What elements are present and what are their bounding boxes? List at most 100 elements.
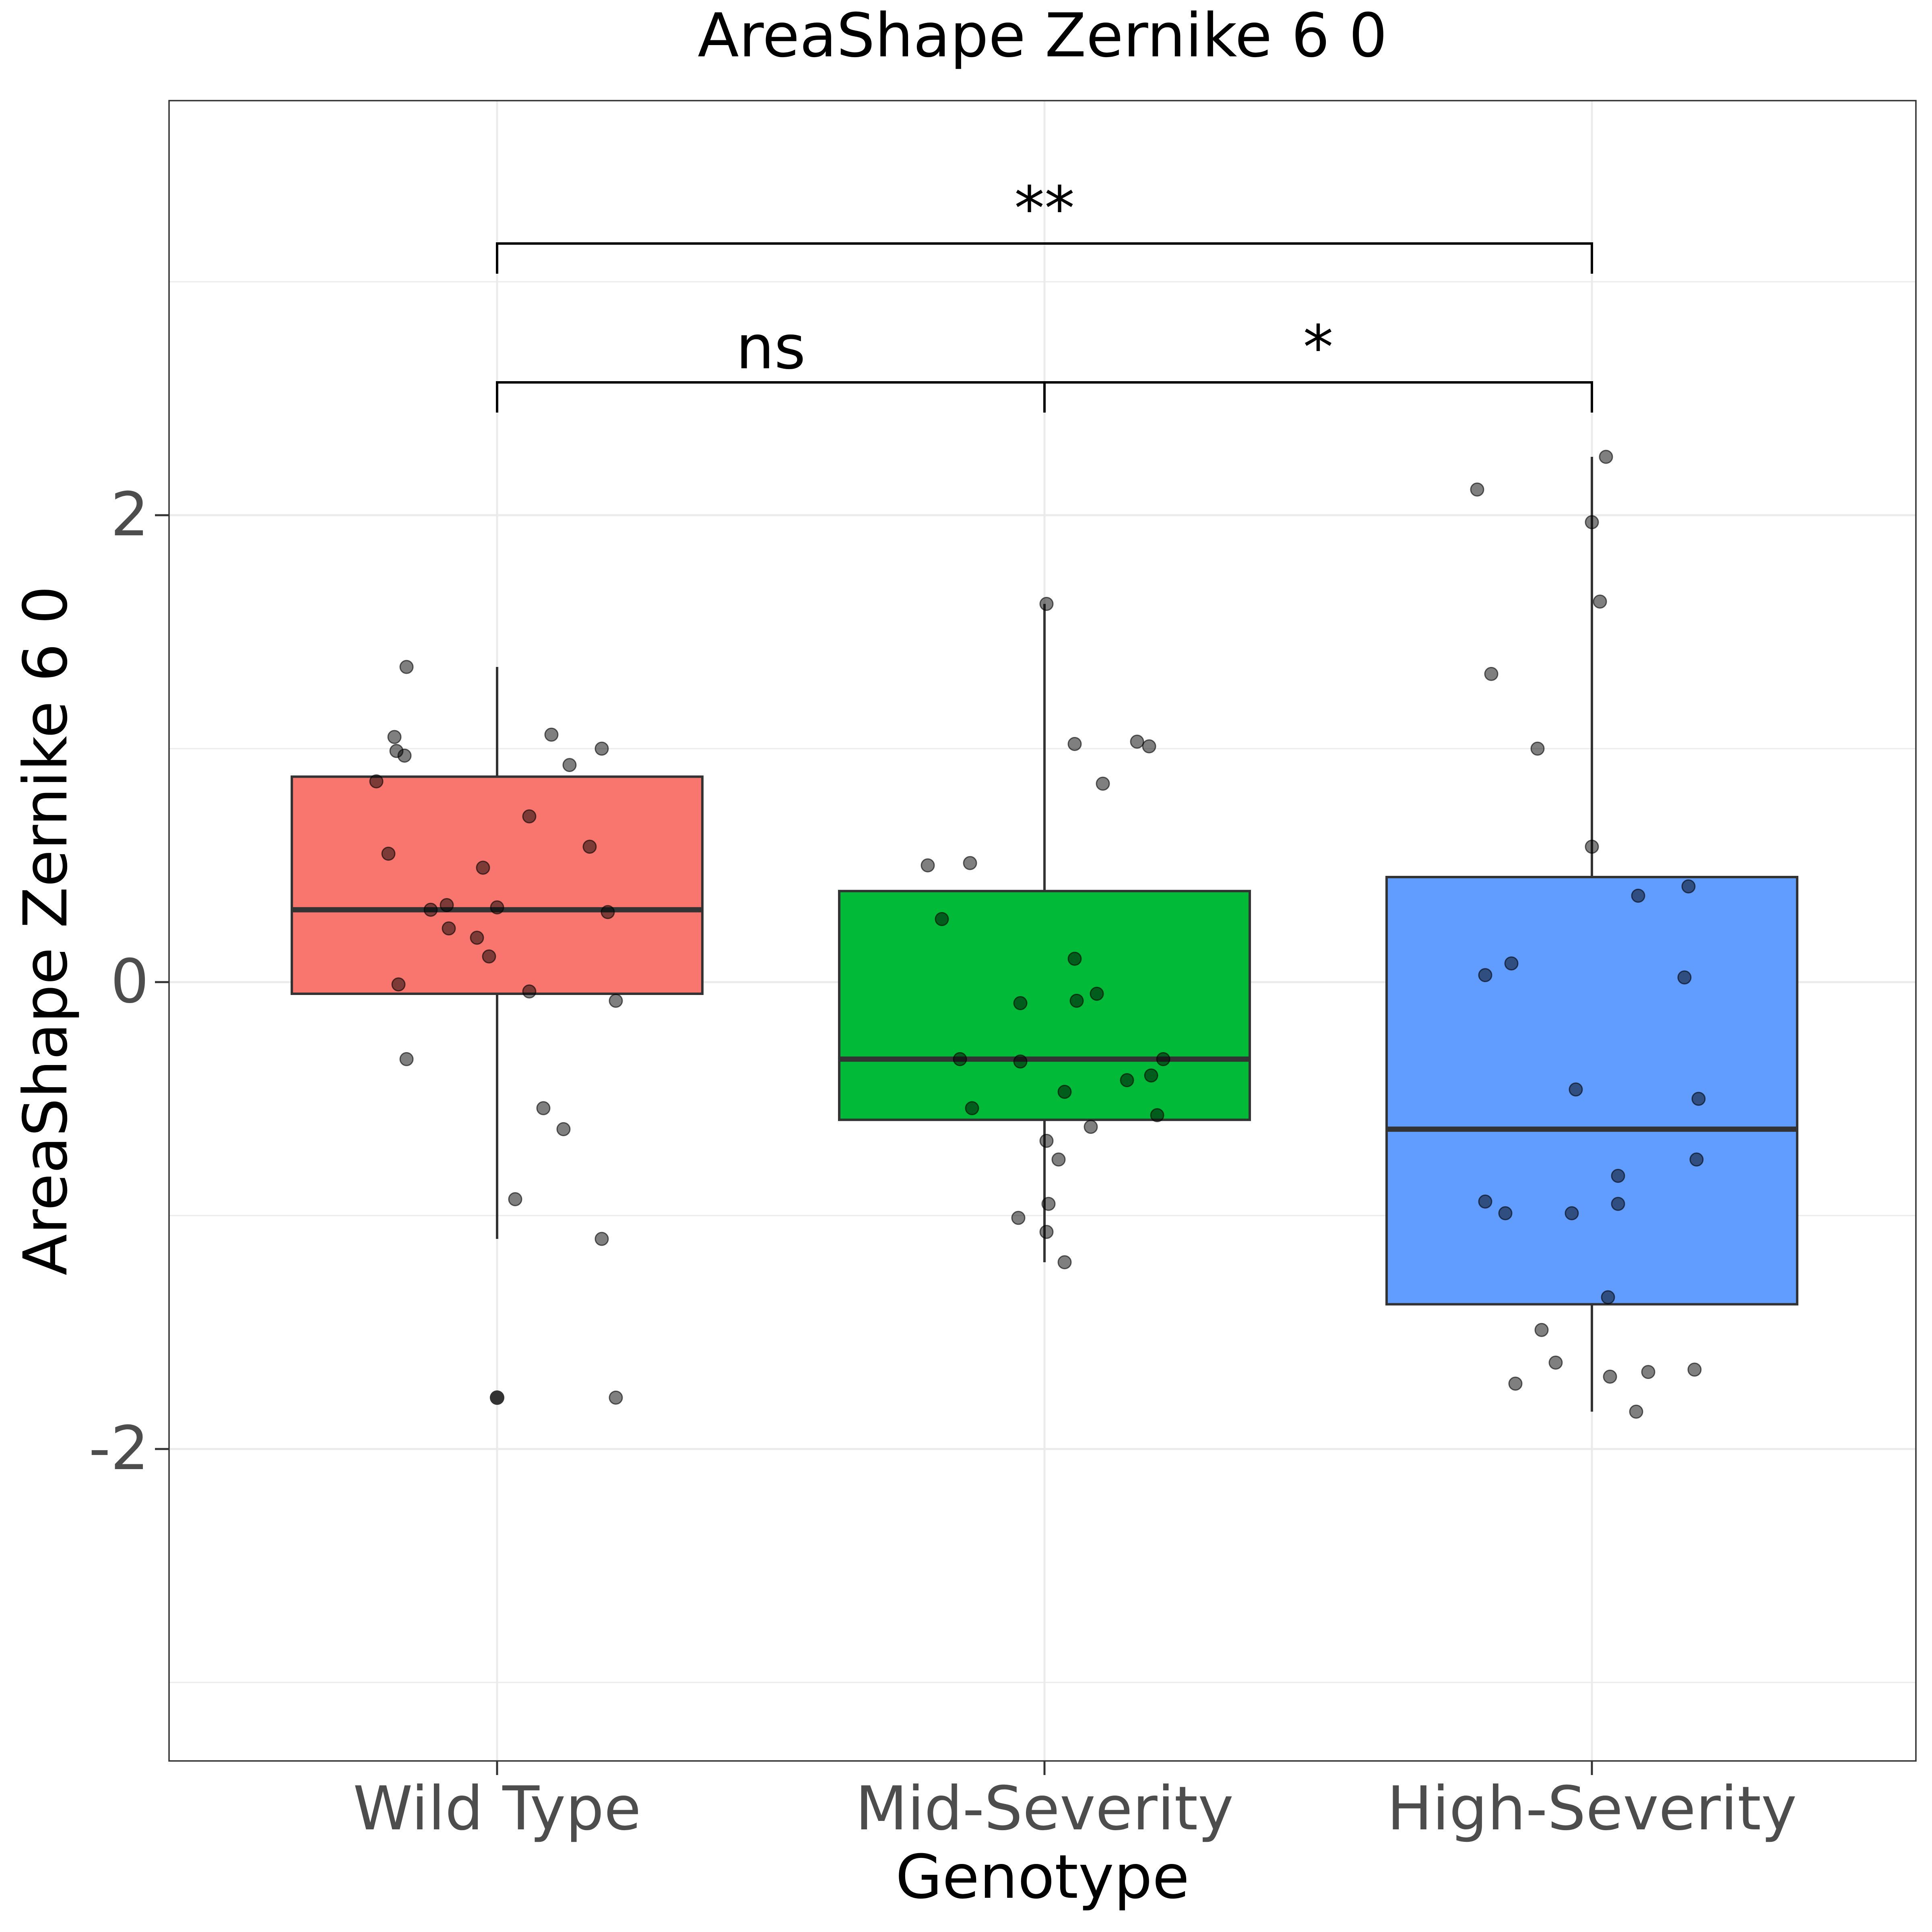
grid-minor [169,281,1916,1683]
data-point [1039,1133,1054,1148]
data-point [1130,735,1144,749]
data-point [369,774,384,788]
data-point [1057,1255,1072,1269]
data-point [1142,739,1156,753]
data-point [1534,1323,1549,1337]
data-point [1144,1068,1158,1083]
data-point [1090,987,1104,1001]
data-point [562,758,577,772]
data-point [399,1052,414,1066]
data-point [1067,737,1082,751]
x-tick-label: Mid-Severity [855,1774,1234,1844]
data-point [423,902,438,917]
data-point [601,905,615,919]
significance-brackets: ns *** [496,174,1593,413]
data-point [1677,970,1692,985]
data-point [1478,968,1492,983]
data-point [1478,1194,1492,1209]
data-point [1067,952,1082,966]
data-point [1601,1290,1615,1305]
data-point [1548,1355,1563,1370]
data-point [1041,1197,1056,1211]
data-point [1156,1052,1170,1066]
data-point [482,949,496,964]
significance-label: * [1303,313,1333,383]
y-axis-label: AreaShape Zernike 6 0 [11,586,81,1275]
data-point [1585,840,1599,854]
box-body [838,890,1251,1121]
data-point [1096,776,1110,791]
data-point [536,1101,551,1115]
data-point [1057,1085,1072,1099]
outlier-point [490,1390,504,1405]
data-point [1150,1108,1164,1123]
data-point [1011,1211,1026,1225]
data-point [1689,1152,1704,1167]
data-point [582,840,597,854]
x-tick-label: Wild Type [353,1774,641,1844]
data-point [544,727,559,742]
y-tick-label: 0 [111,947,149,1017]
data-point [965,1101,979,1115]
data-point [470,931,484,945]
data-point [1599,450,1613,464]
significance-bracket [1043,381,1593,413]
chart-title: AreaShape Zernike 6 0 [698,1,1387,71]
data-point [1039,1225,1054,1239]
data-point [1565,1206,1579,1220]
data-point [1069,993,1084,1008]
data-point [1484,667,1499,681]
data-point [442,921,456,936]
data-point [609,993,623,1008]
data-point [490,900,504,914]
data-point [935,912,949,926]
data-point [963,856,977,870]
box-body [291,775,704,995]
data-point [1681,879,1696,894]
data-point [1120,1073,1134,1088]
data-point [1611,1197,1625,1211]
data-point [1641,1365,1655,1379]
axes: 2 0 -2 Wild Type Mid-Severity High-Severity [89,480,1797,1844]
data-point [476,861,490,875]
data-point [1611,1168,1625,1183]
significance-label: ** [1014,174,1075,244]
data-point [522,809,537,824]
box-body [1385,876,1798,1306]
data-point [1039,597,1054,611]
data-point [556,1122,571,1136]
data-point [397,748,412,763]
data-point [522,984,537,999]
data-point [609,1390,623,1405]
data-point [1084,1120,1098,1134]
data-point [1585,515,1599,529]
data-point [1629,1404,1643,1419]
data-point [1013,996,1028,1010]
data-point [1603,1369,1617,1384]
data-point [508,1192,522,1206]
data-point [921,858,935,873]
data-point [1498,1206,1513,1220]
jitter-points [369,450,1706,1419]
data-point [391,977,406,992]
data-point [1504,956,1519,971]
data-point [399,660,414,674]
data-point [953,1052,967,1066]
data-point [1508,1377,1523,1391]
plot-panel-border [168,100,1917,1762]
data-point [381,846,396,861]
data-point [1013,1054,1028,1069]
data-point [1051,1152,1066,1167]
significance-label: ns [736,313,805,383]
boxes [291,457,1798,1412]
data-point [594,741,609,756]
data-point [1687,1362,1702,1377]
data-point [1691,1092,1706,1106]
data-point [1593,594,1607,609]
data-point [594,1232,609,1246]
data-point [387,730,402,744]
x-tick-label: High-Severity [1387,1774,1797,1844]
y-tick-label: 2 [111,480,149,550]
data-point [1470,482,1484,497]
